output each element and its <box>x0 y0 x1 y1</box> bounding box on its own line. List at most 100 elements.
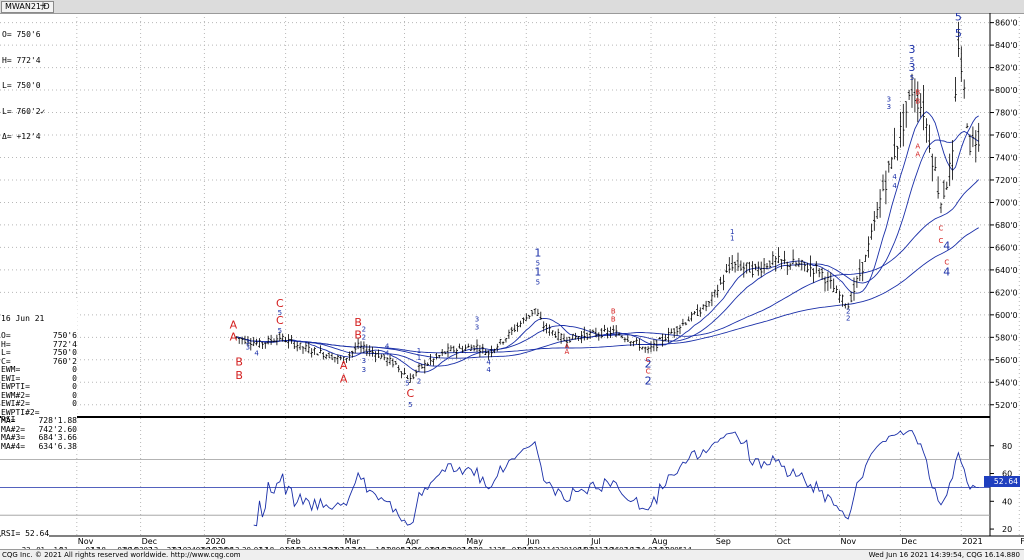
price-bar <box>339 355 342 361</box>
price-bar <box>516 322 519 332</box>
price-bar <box>475 339 479 353</box>
symbol-tab[interactable]: MWAN21,D <box>1 1 54 13</box>
price-tick-label: 520'0 <box>995 401 1018 410</box>
wave-label: B <box>611 308 616 316</box>
rsi-value-badge: 52.64 <box>984 476 1020 487</box>
price-bar <box>536 308 540 316</box>
wave-label: C <box>276 314 284 327</box>
price-bar <box>849 291 853 303</box>
day-label: 14 <box>463 546 472 549</box>
price-bar <box>278 331 282 342</box>
price-bar <box>484 348 487 356</box>
price-bar <box>496 343 499 352</box>
price-bar <box>559 333 563 344</box>
day-label: 14 <box>376 546 385 549</box>
day-label: 03 <box>335 546 344 549</box>
day-label: 19 <box>605 546 614 549</box>
price-bar <box>290 334 293 344</box>
price-bar <box>310 348 313 358</box>
month-label: Oct <box>777 537 791 546</box>
day-label: 01 <box>36 546 45 549</box>
price-bar <box>449 345 453 352</box>
day-label: 13 <box>231 546 240 549</box>
price-bar <box>812 268 815 283</box>
price-bar <box>597 332 601 341</box>
price-bar <box>432 358 435 366</box>
day-label: 17 <box>347 546 356 549</box>
info-row: MA#3= 684'3.66 <box>1 433 77 442</box>
price-bar <box>736 252 740 272</box>
day-label: 06 <box>225 546 234 549</box>
day-label: 21 <box>660 546 669 549</box>
price-bar <box>690 311 693 322</box>
rsi-label: RSI <box>1 415 16 424</box>
price-bar <box>504 337 508 343</box>
price-bar <box>765 262 769 270</box>
wave-label: A <box>915 143 920 151</box>
price-bar <box>345 358 348 363</box>
day-label: 14 <box>654 546 663 549</box>
wave-label: 4 <box>385 343 390 351</box>
day-label: 18 <box>97 546 106 549</box>
price-bar <box>371 346 374 357</box>
price-bar <box>707 301 711 307</box>
price-bar <box>507 329 511 339</box>
price-bar <box>820 267 824 281</box>
day-label: 22 <box>555 546 564 549</box>
price-bar <box>443 351 447 355</box>
wave-label: C <box>939 225 944 233</box>
price-bar <box>313 347 316 355</box>
price-bar <box>411 373 415 380</box>
price-bar <box>478 345 482 358</box>
info-row: EWPTI#2= <box>1 407 40 417</box>
price-bar <box>368 345 371 357</box>
price-bar <box>461 345 464 353</box>
wave-label: C <box>406 387 414 400</box>
price-bar <box>588 329 592 340</box>
price-bar <box>577 335 580 342</box>
price-bar <box>609 326 612 338</box>
wave-label: 3 <box>246 344 250 352</box>
wave-label: A <box>565 343 570 351</box>
price-bar <box>530 310 534 317</box>
month-label: Sep <box>716 537 731 546</box>
price-bar <box>388 354 392 365</box>
price-bar <box>722 274 725 291</box>
price-bar <box>301 346 305 354</box>
rsi-tick-label: 80 <box>1002 442 1012 451</box>
price-bar <box>806 262 809 273</box>
price-bar <box>380 354 383 359</box>
price-bar <box>632 340 635 347</box>
info-row: C= 760'2 <box>1 356 77 366</box>
day-label: 03 <box>619 546 628 549</box>
price-bar <box>945 181 949 190</box>
day-label: 02 <box>117 546 126 549</box>
day-label: 23 <box>442 546 451 549</box>
add-tab-button[interactable]: + <box>39 1 47 11</box>
price-bar <box>556 328 560 341</box>
day-label: 09 <box>123 546 132 549</box>
price-bar <box>893 127 896 160</box>
day-label: 14 <box>683 546 692 549</box>
wave-label: 2 <box>362 326 366 334</box>
price-bar <box>423 360 427 374</box>
price-tick-label: 820'0 <box>995 64 1018 73</box>
rsi-tick-label: 60 <box>1002 470 1012 479</box>
day-label: 23 <box>213 546 222 549</box>
day-label: 01 <box>512 546 521 549</box>
price-bar <box>658 336 661 340</box>
price-bar <box>382 354 386 361</box>
day-label: 22 <box>584 546 593 549</box>
price-bar <box>591 329 595 333</box>
price-bar <box>896 145 899 161</box>
price-bar <box>600 328 603 339</box>
wave-label: 4 <box>486 366 491 374</box>
price-bar <box>469 344 473 351</box>
price-bar <box>409 373 412 383</box>
wave-label: 3 <box>246 338 250 346</box>
price-bar <box>336 354 340 365</box>
wave-label: 4 <box>486 358 491 366</box>
wave-label: A <box>340 372 348 385</box>
price-bar <box>713 289 717 298</box>
